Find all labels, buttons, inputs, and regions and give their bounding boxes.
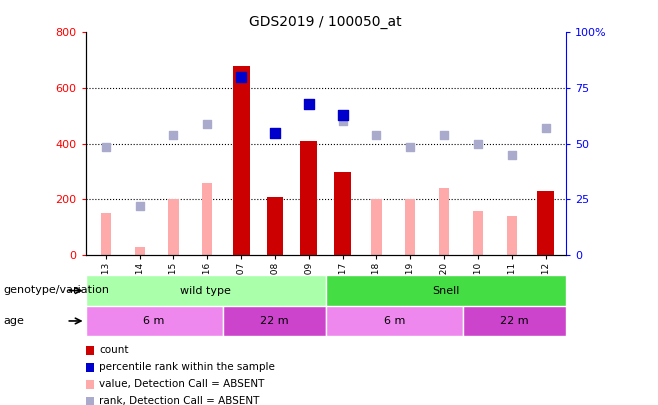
Bar: [537, 191, 554, 255]
Text: value, Detection Call = ABSENT: value, Detection Call = ABSENT: [99, 379, 265, 389]
Bar: [507, 216, 517, 255]
Bar: [168, 199, 178, 255]
Bar: [233, 66, 249, 255]
Bar: [439, 188, 449, 255]
Bar: [300, 141, 317, 255]
Title: GDS2019 / 100050_at: GDS2019 / 100050_at: [249, 15, 402, 29]
Bar: [101, 213, 111, 255]
Text: age: age: [3, 316, 24, 326]
Point: [270, 130, 280, 136]
Point: [236, 74, 246, 80]
Bar: [86, 275, 326, 306]
Bar: [334, 172, 351, 255]
Text: genotype/variation: genotype/variation: [3, 285, 109, 294]
Point: [303, 100, 314, 107]
Point: [338, 111, 348, 118]
Point: [168, 132, 179, 139]
Point: [507, 151, 517, 158]
Text: 22 m: 22 m: [500, 316, 529, 326]
Text: percentile rank within the sample: percentile rank within the sample: [99, 362, 275, 372]
Text: 6 m: 6 m: [384, 316, 405, 326]
Bar: [266, 197, 284, 255]
Point: [134, 203, 145, 210]
Bar: [135, 247, 145, 255]
Point: [101, 143, 111, 150]
Bar: [473, 211, 483, 255]
Bar: [371, 199, 382, 255]
Point: [540, 125, 551, 132]
Point: [371, 132, 382, 139]
Text: wild type: wild type: [180, 286, 231, 296]
Bar: [463, 306, 566, 336]
Point: [338, 118, 348, 125]
Bar: [326, 275, 566, 306]
Point: [439, 132, 449, 139]
Point: [405, 143, 416, 150]
Bar: [326, 306, 463, 336]
Bar: [86, 306, 223, 336]
Bar: [202, 183, 213, 255]
Text: 22 m: 22 m: [260, 316, 289, 326]
Text: 6 m: 6 m: [143, 316, 165, 326]
Point: [472, 141, 483, 147]
Bar: [405, 199, 415, 255]
Point: [202, 121, 213, 128]
Text: rank, Detection Call = ABSENT: rank, Detection Call = ABSENT: [99, 396, 260, 405]
Text: Snell: Snell: [432, 286, 459, 296]
Bar: [223, 306, 326, 336]
Text: count: count: [99, 345, 129, 355]
